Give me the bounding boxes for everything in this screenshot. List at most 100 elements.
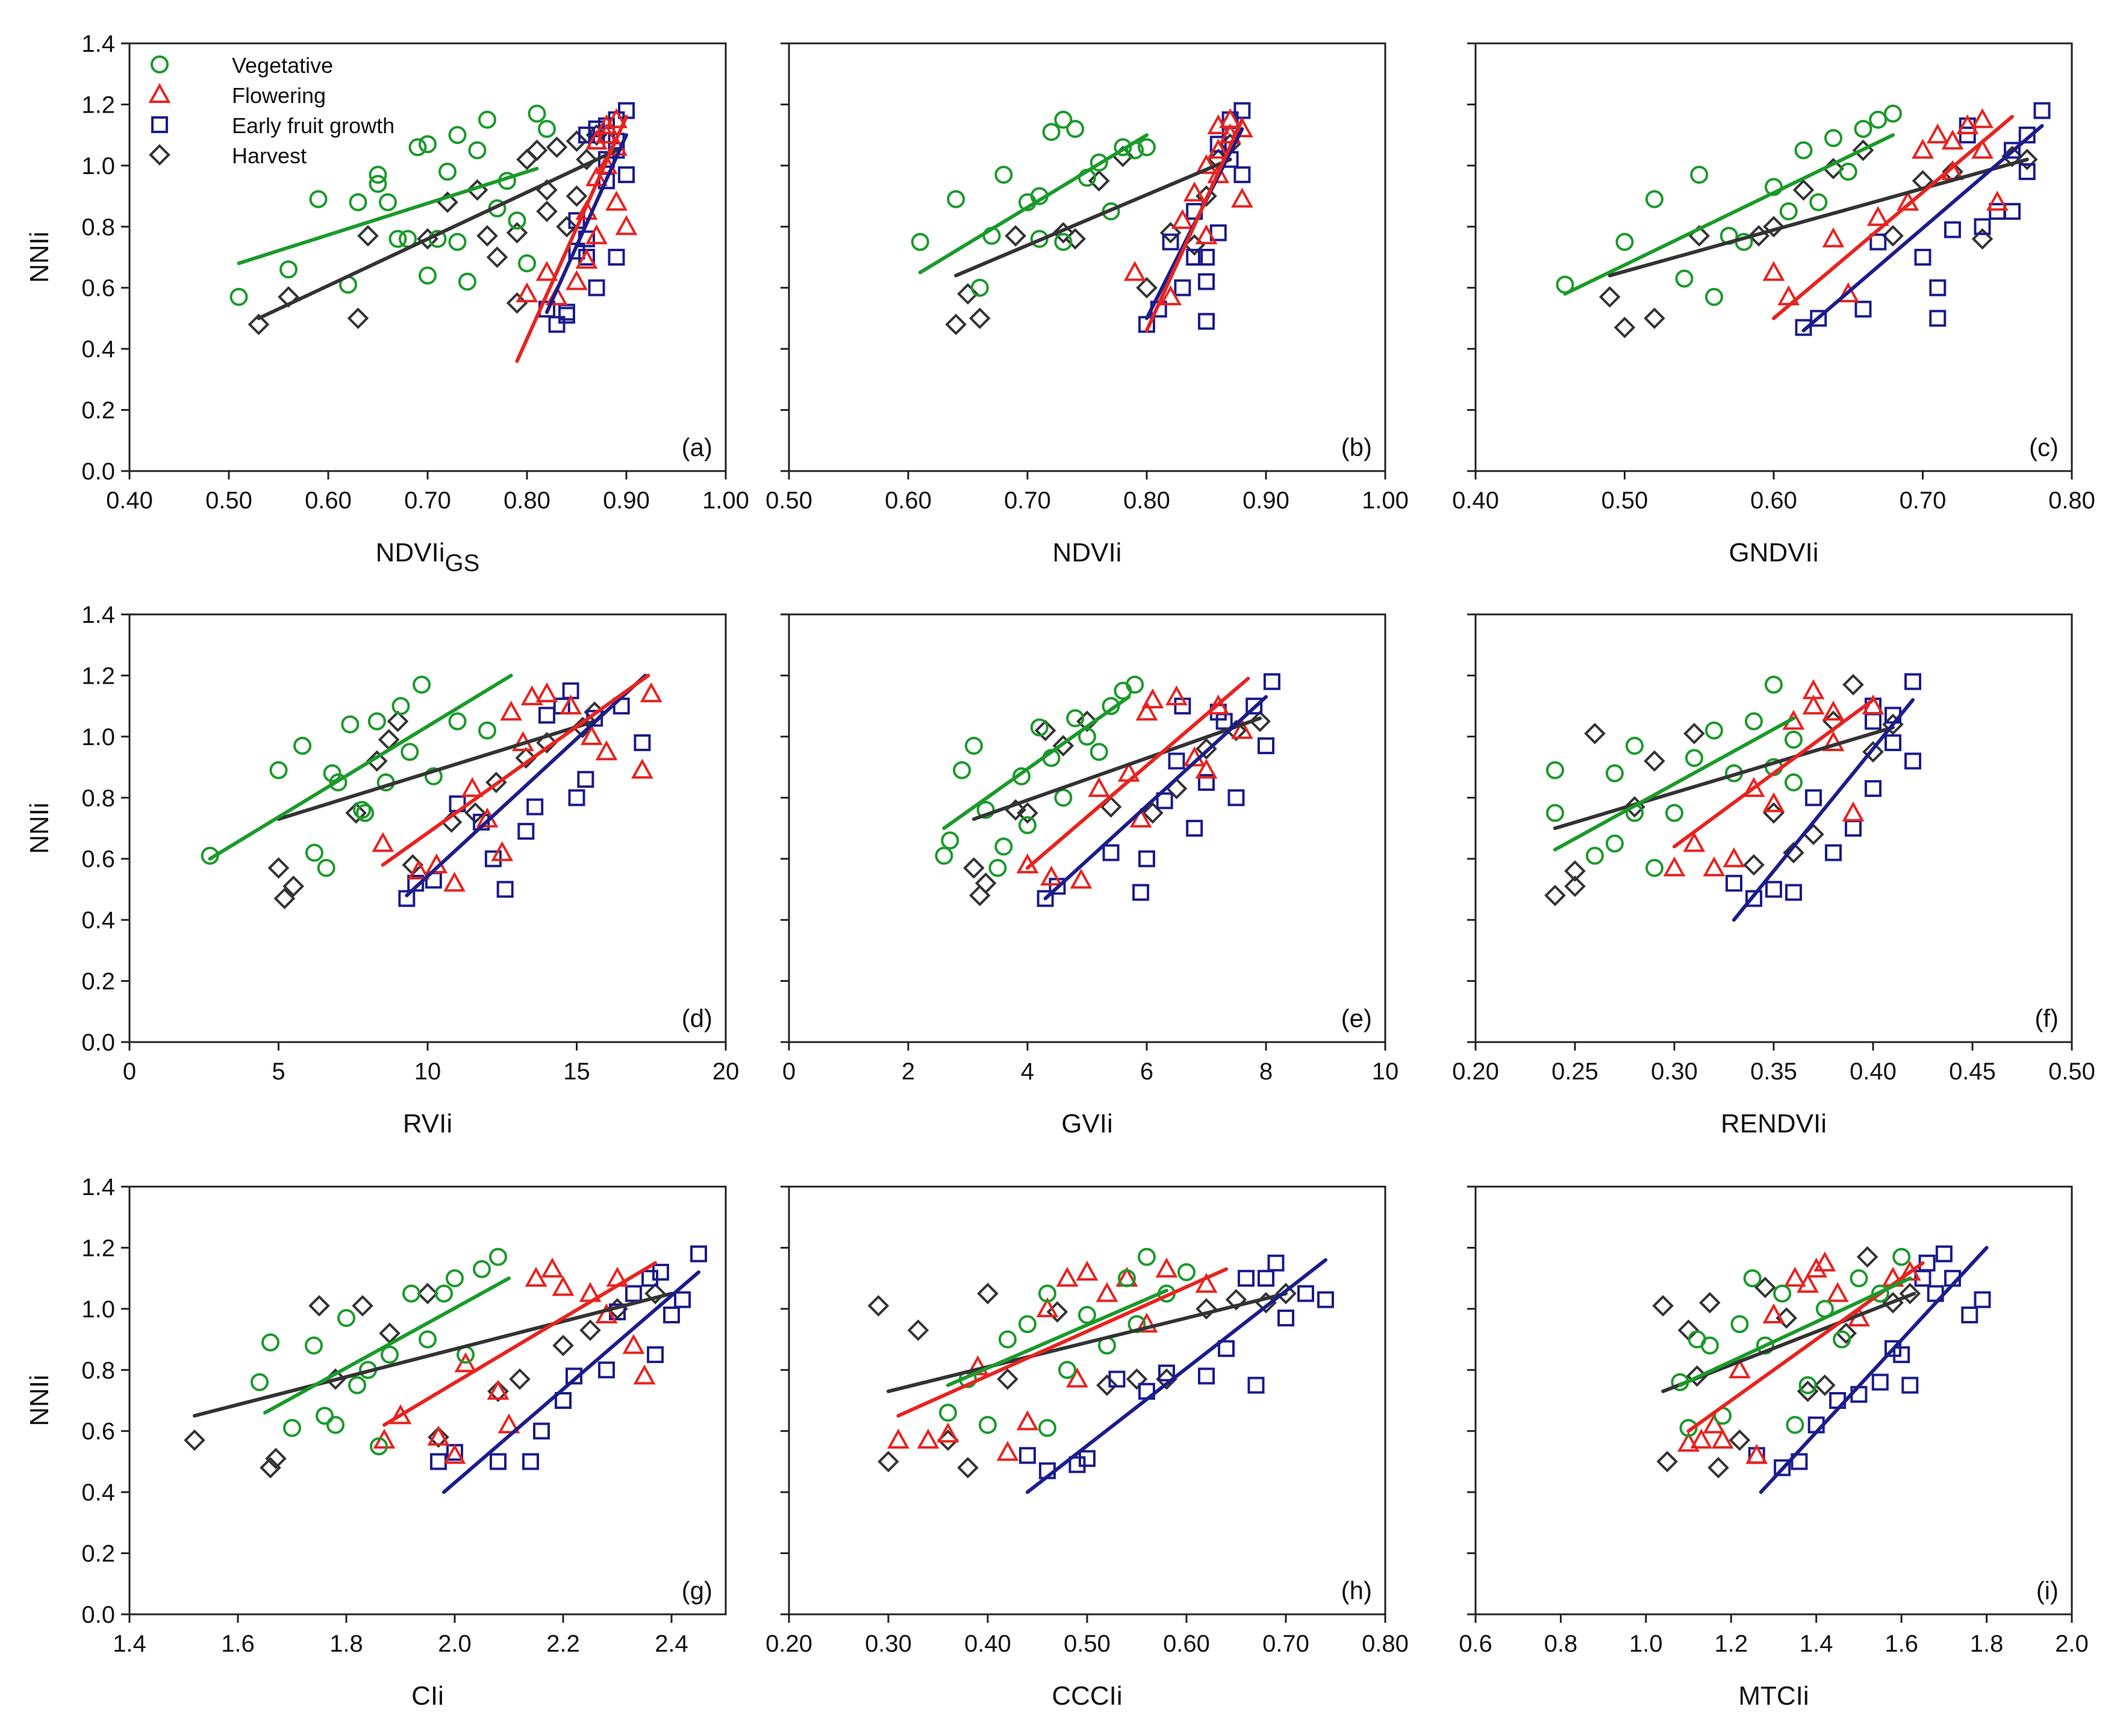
legend-marker-vegetative: [151, 55, 169, 73]
data-point-vegetative: [994, 166, 1013, 184]
data-point-harvest: [1814, 1374, 1836, 1396]
data-point-vegetative: [401, 743, 419, 761]
data-point-vegetative: [323, 764, 341, 782]
x-tick-label: 2.4: [655, 1631, 688, 1657]
data-point-vegetative: [1177, 1263, 1196, 1281]
data-point-harvest: [1842, 673, 1864, 696]
data-point-harvest: [566, 185, 588, 207]
data-point-early-fruit-growth: [2018, 126, 2036, 144]
x-tick-label: 0.50: [1601, 487, 1648, 514]
data-point-early-fruit-growth: [1935, 1245, 1953, 1263]
x-tick-label: 0.20: [1452, 1058, 1499, 1085]
data-point-vegetative: [317, 858, 335, 877]
data-point-flowering: [585, 130, 608, 150]
data-point-flowering: [640, 682, 662, 702]
data-point-early-fruit-growth: [496, 881, 514, 898]
data-point-flowering: [585, 224, 608, 245]
data-point-vegetative: [1030, 229, 1049, 248]
data-point-vegetative: [1850, 1269, 1868, 1288]
data-point-harvest: [1699, 1291, 1721, 1314]
fit-line-vegetative: [946, 1288, 1168, 1387]
data-point-early-fruit-growth: [517, 823, 535, 840]
data-point-vegetative: [1730, 1315, 1749, 1334]
data-point-flowering: [520, 685, 543, 705]
data-point-vegetative: [939, 1403, 957, 1422]
data-point-flowering: [1036, 1297, 1059, 1317]
fit-line-vegetative: [237, 166, 539, 266]
data-point-early-fruit-growth: [1785, 884, 1802, 901]
data-point-flowering: [372, 832, 394, 852]
data-point-early-fruit-growth: [1929, 279, 1947, 296]
fit-line-harvest: [276, 719, 597, 821]
data-point-early-fruit-growth: [1904, 673, 1921, 690]
data-point-early-fruit-growth: [1156, 792, 1173, 810]
data-point-flowering: [1183, 181, 1206, 202]
data-point-early-fruit-growth: [1961, 1307, 1978, 1323]
x-tick-label: 0.40: [964, 1631, 1011, 1657]
x-tick-label: 0.70: [1900, 487, 1947, 514]
data-point-flowering: [1171, 209, 1194, 229]
x-axis-label-text: RVIi: [403, 1109, 452, 1138]
fit-line-harvest: [257, 148, 619, 320]
data-point-harvest: [487, 1380, 509, 1402]
data-point-harvest: [1142, 802, 1164, 824]
data-point-vegetative: [1794, 141, 1813, 160]
x-tick-label: 0.20: [765, 1631, 812, 1657]
legend-label-early-fruit-growth: Early fruit growth: [232, 113, 394, 138]
data-point-flowering: [1912, 139, 1934, 159]
data-point-flowering: [560, 695, 582, 715]
data-point-early-fruit-growth: [407, 875, 425, 892]
data-point-harvest: [968, 307, 991, 329]
data-point-vegetative: [341, 715, 360, 734]
x-tick-label: 0.70: [1004, 487, 1051, 514]
data-point-flowering: [487, 1379, 510, 1400]
data-point-vegetative: [1773, 1284, 1792, 1303]
series-harvest: [267, 701, 606, 910]
fit-line-early-fruit-growth: [1759, 1246, 1989, 1494]
x-tick-label: 0.70: [1262, 1631, 1309, 1657]
x-axis-label: RVIi: [403, 1109, 452, 1138]
data-point-flowering: [552, 1276, 575, 1296]
data-point-flowering: [389, 1404, 412, 1425]
data-point-early-fruit-growth: [1845, 820, 1862, 837]
data-point-harvest: [1564, 875, 1586, 898]
data-point-vegetative: [1743, 1269, 1762, 1288]
legend-marker-early-fruit-growth: [151, 116, 168, 133]
data-point-vegetative: [1675, 269, 1694, 288]
data-point-flowering: [1096, 1282, 1118, 1302]
data-point-harvest: [184, 1429, 205, 1451]
data-point-vegetative: [1066, 709, 1085, 728]
fit-line-flowering: [1026, 676, 1250, 870]
data-point-early-fruit-growth: [1989, 202, 2006, 220]
panel-label: (b): [1341, 433, 1372, 461]
data-point-flowering: [1231, 187, 1253, 208]
data-point-harvest: [968, 884, 991, 907]
data-point-early-fruit-growth: [430, 1453, 447, 1470]
data-point-early-fruit-growth: [1258, 737, 1274, 755]
fit-line-early-fruit-growth: [1026, 1258, 1327, 1494]
data-point-vegetative: [261, 1333, 279, 1352]
data-point-early-fruit-growth: [1904, 752, 1921, 770]
data-point-vegetative: [538, 120, 556, 138]
data-point-harvest: [267, 857, 290, 879]
data-point-vegetative: [251, 1373, 269, 1391]
data-point-vegetative: [994, 837, 1013, 856]
data-point-harvest: [1598, 286, 1621, 308]
x-tick-label: 1.00: [1362, 487, 1409, 514]
data-point-flowering: [500, 701, 522, 721]
data-point-flowering: [443, 1444, 466, 1464]
data-point-early-fruit-growth: [1168, 752, 1185, 770]
data-point-flowering: [1219, 108, 1241, 128]
data-point-early-fruit-growth: [577, 770, 594, 788]
data-point-flowering: [1745, 1444, 1768, 1464]
data-point-flowering: [595, 114, 618, 134]
series-flowering: [1123, 108, 1253, 305]
fit-line-flowering: [1673, 698, 1875, 849]
data-point-vegetative: [369, 166, 387, 184]
data-point-early-fruit-growth: [1791, 1453, 1808, 1470]
data-point-vegetative: [1058, 1361, 1076, 1379]
data-point-early-fruit-growth: [1805, 789, 1822, 807]
y-tick-label: 0.0: [81, 458, 115, 485]
data-point-early-fruit-growth: [1893, 1346, 1910, 1363]
data-point-early-fruit-growth: [1233, 166, 1251, 184]
